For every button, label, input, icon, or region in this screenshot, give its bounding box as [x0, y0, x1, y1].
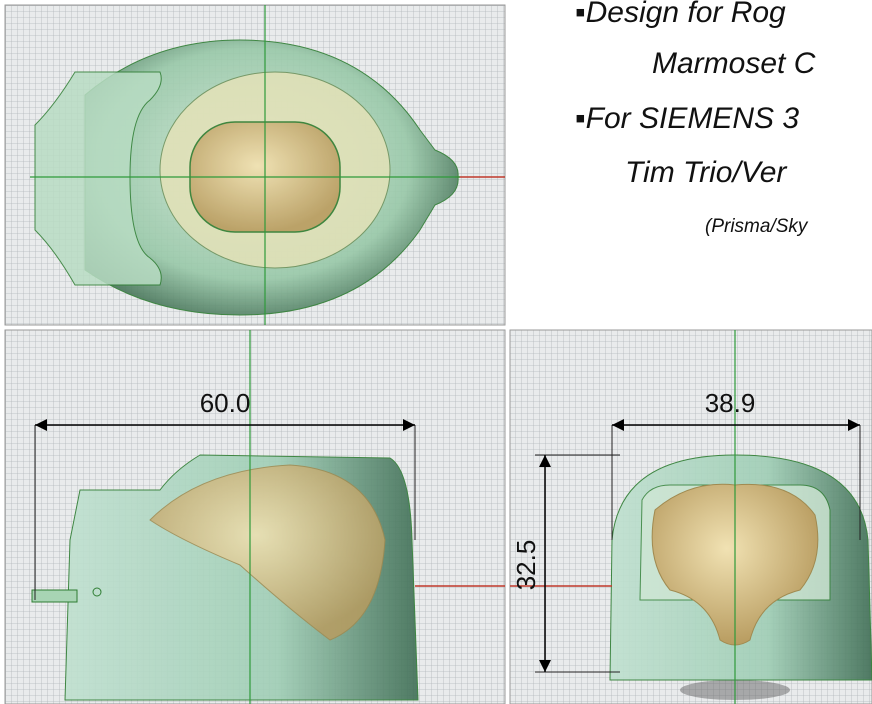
note-line: Tim Trio/Ver [625, 156, 787, 189]
top-view [4, 4, 506, 326]
side-view: 60.0 [4, 329, 506, 704]
notes: ▪Design for Rog Marmoset C ▪For SIEMENS … [575, 0, 816, 237]
dimension-label: 60.0 [200, 388, 251, 418]
note-line: ▪Design for Rog [575, 0, 786, 29]
note-line: Marmoset C [652, 47, 816, 80]
note-line: ▪For SIEMENS 3 [575, 102, 799, 135]
note-line: (Prisma/Sky [705, 216, 809, 237]
dimension-label: 38.9 [705, 388, 756, 418]
front-view: 38.9 32.5 [509, 329, 872, 704]
dimension-label: 32.5 [511, 540, 541, 591]
